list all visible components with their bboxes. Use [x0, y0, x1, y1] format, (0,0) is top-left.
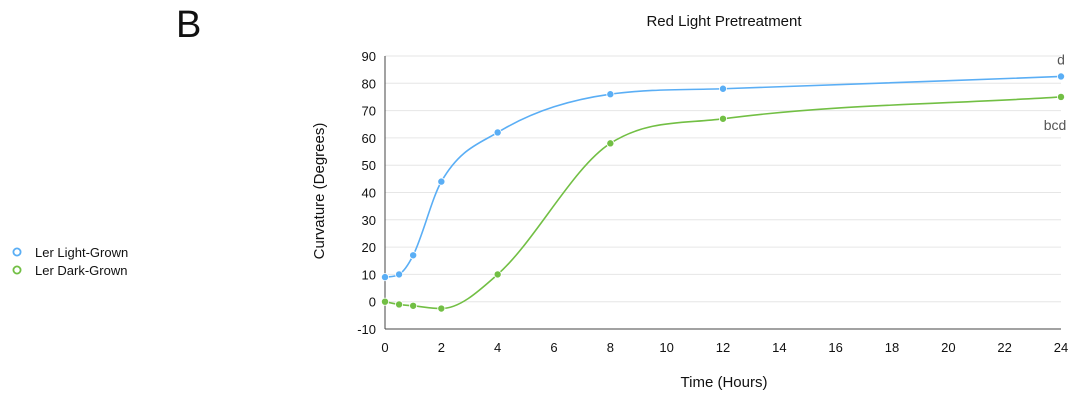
y-axis-label: Curvature (Degrees)	[311, 123, 328, 260]
data-point	[1057, 72, 1066, 81]
x-tick-label: 2	[438, 340, 445, 355]
data-point	[437, 177, 446, 186]
x-tick-label: 24	[1054, 340, 1068, 355]
y-tick-label: 80	[362, 76, 376, 91]
data-point	[437, 304, 446, 313]
x-tick-label: 0	[381, 340, 388, 355]
x-tick-label: 20	[941, 340, 955, 355]
legend-marker	[12, 247, 22, 257]
x-tick-label: 8	[607, 340, 614, 355]
data-point	[380, 273, 389, 282]
series-line-2	[384, 96, 1062, 310]
data-point	[380, 297, 389, 306]
y-tick-label: 70	[362, 104, 376, 119]
legend-label: Ler Light-Grown	[35, 245, 128, 260]
chart-title: Red Light Pretreatment	[646, 13, 802, 30]
axes	[384, 56, 1061, 330]
legend-label: Ler Dark-Grown	[35, 263, 127, 278]
data-point	[395, 300, 404, 309]
significance-label: bcd	[1044, 117, 1067, 133]
x-tick-label: 6	[550, 340, 557, 355]
series-lines	[384, 75, 1062, 310]
series-annotations: d bcd	[1044, 51, 1067, 132]
legend: Ler Light-Grown Ler Dark-Grown	[12, 245, 128, 278]
y-tick-labels: -10 0 10 20 30 40 50 60 70 80 90	[357, 49, 376, 337]
data-point	[606, 90, 615, 99]
panel-label: B	[176, 4, 201, 46]
y-tick-label: 10	[362, 267, 376, 282]
data-point	[409, 251, 418, 260]
data-point	[395, 270, 404, 279]
x-tick-label: 22	[997, 340, 1011, 355]
y-tick-label: 50	[362, 158, 376, 173]
y-tick-label: 40	[362, 186, 376, 201]
x-tick-label: 10	[659, 340, 673, 355]
data-point	[1057, 92, 1066, 101]
x-tick-label: 18	[885, 340, 899, 355]
data-point	[606, 139, 615, 148]
y-tick-label: 60	[362, 131, 376, 146]
x-tick-labels: 0 2 4 6 8 10 12 14 16 18 20 22 24	[381, 340, 1068, 355]
y-tick-label: 90	[362, 49, 376, 64]
significance-label: d	[1057, 51, 1065, 67]
y-tick-label: -10	[357, 322, 376, 337]
legend-marker	[12, 265, 22, 275]
gridlines	[385, 55, 1061, 303]
series-points	[380, 72, 1066, 313]
series-line-1	[384, 75, 1062, 278]
x-tick-label: 14	[772, 340, 786, 355]
x-tick-label: 4	[494, 340, 501, 355]
x-axis-label: Time (Hours)	[681, 374, 768, 391]
y-tick-label: 30	[362, 213, 376, 228]
data-point	[493, 128, 502, 137]
y-tick-label: 20	[362, 240, 376, 255]
data-point	[719, 84, 728, 93]
data-point	[719, 114, 728, 123]
y-tick-label: 0	[369, 295, 376, 310]
data-point	[409, 301, 418, 310]
x-tick-label: 16	[828, 340, 842, 355]
data-point	[493, 270, 502, 279]
x-tick-label: 12	[716, 340, 730, 355]
